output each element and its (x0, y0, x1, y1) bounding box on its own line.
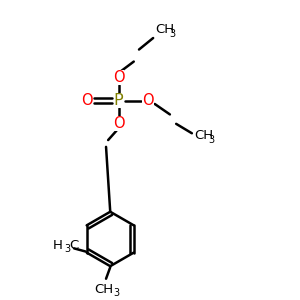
Text: 3: 3 (208, 134, 214, 145)
Text: O: O (113, 70, 124, 85)
Text: O: O (81, 93, 93, 108)
Text: 3: 3 (169, 29, 175, 39)
Text: O: O (113, 116, 124, 131)
Text: O: O (142, 93, 154, 108)
Text: 3: 3 (65, 244, 71, 254)
Text: H: H (53, 239, 63, 252)
Text: CH: CH (94, 283, 113, 296)
Text: P: P (114, 93, 123, 108)
Text: C: C (69, 239, 79, 252)
Text: 3: 3 (113, 288, 119, 298)
Text: CH: CH (155, 23, 174, 36)
Text: CH: CH (194, 129, 213, 142)
